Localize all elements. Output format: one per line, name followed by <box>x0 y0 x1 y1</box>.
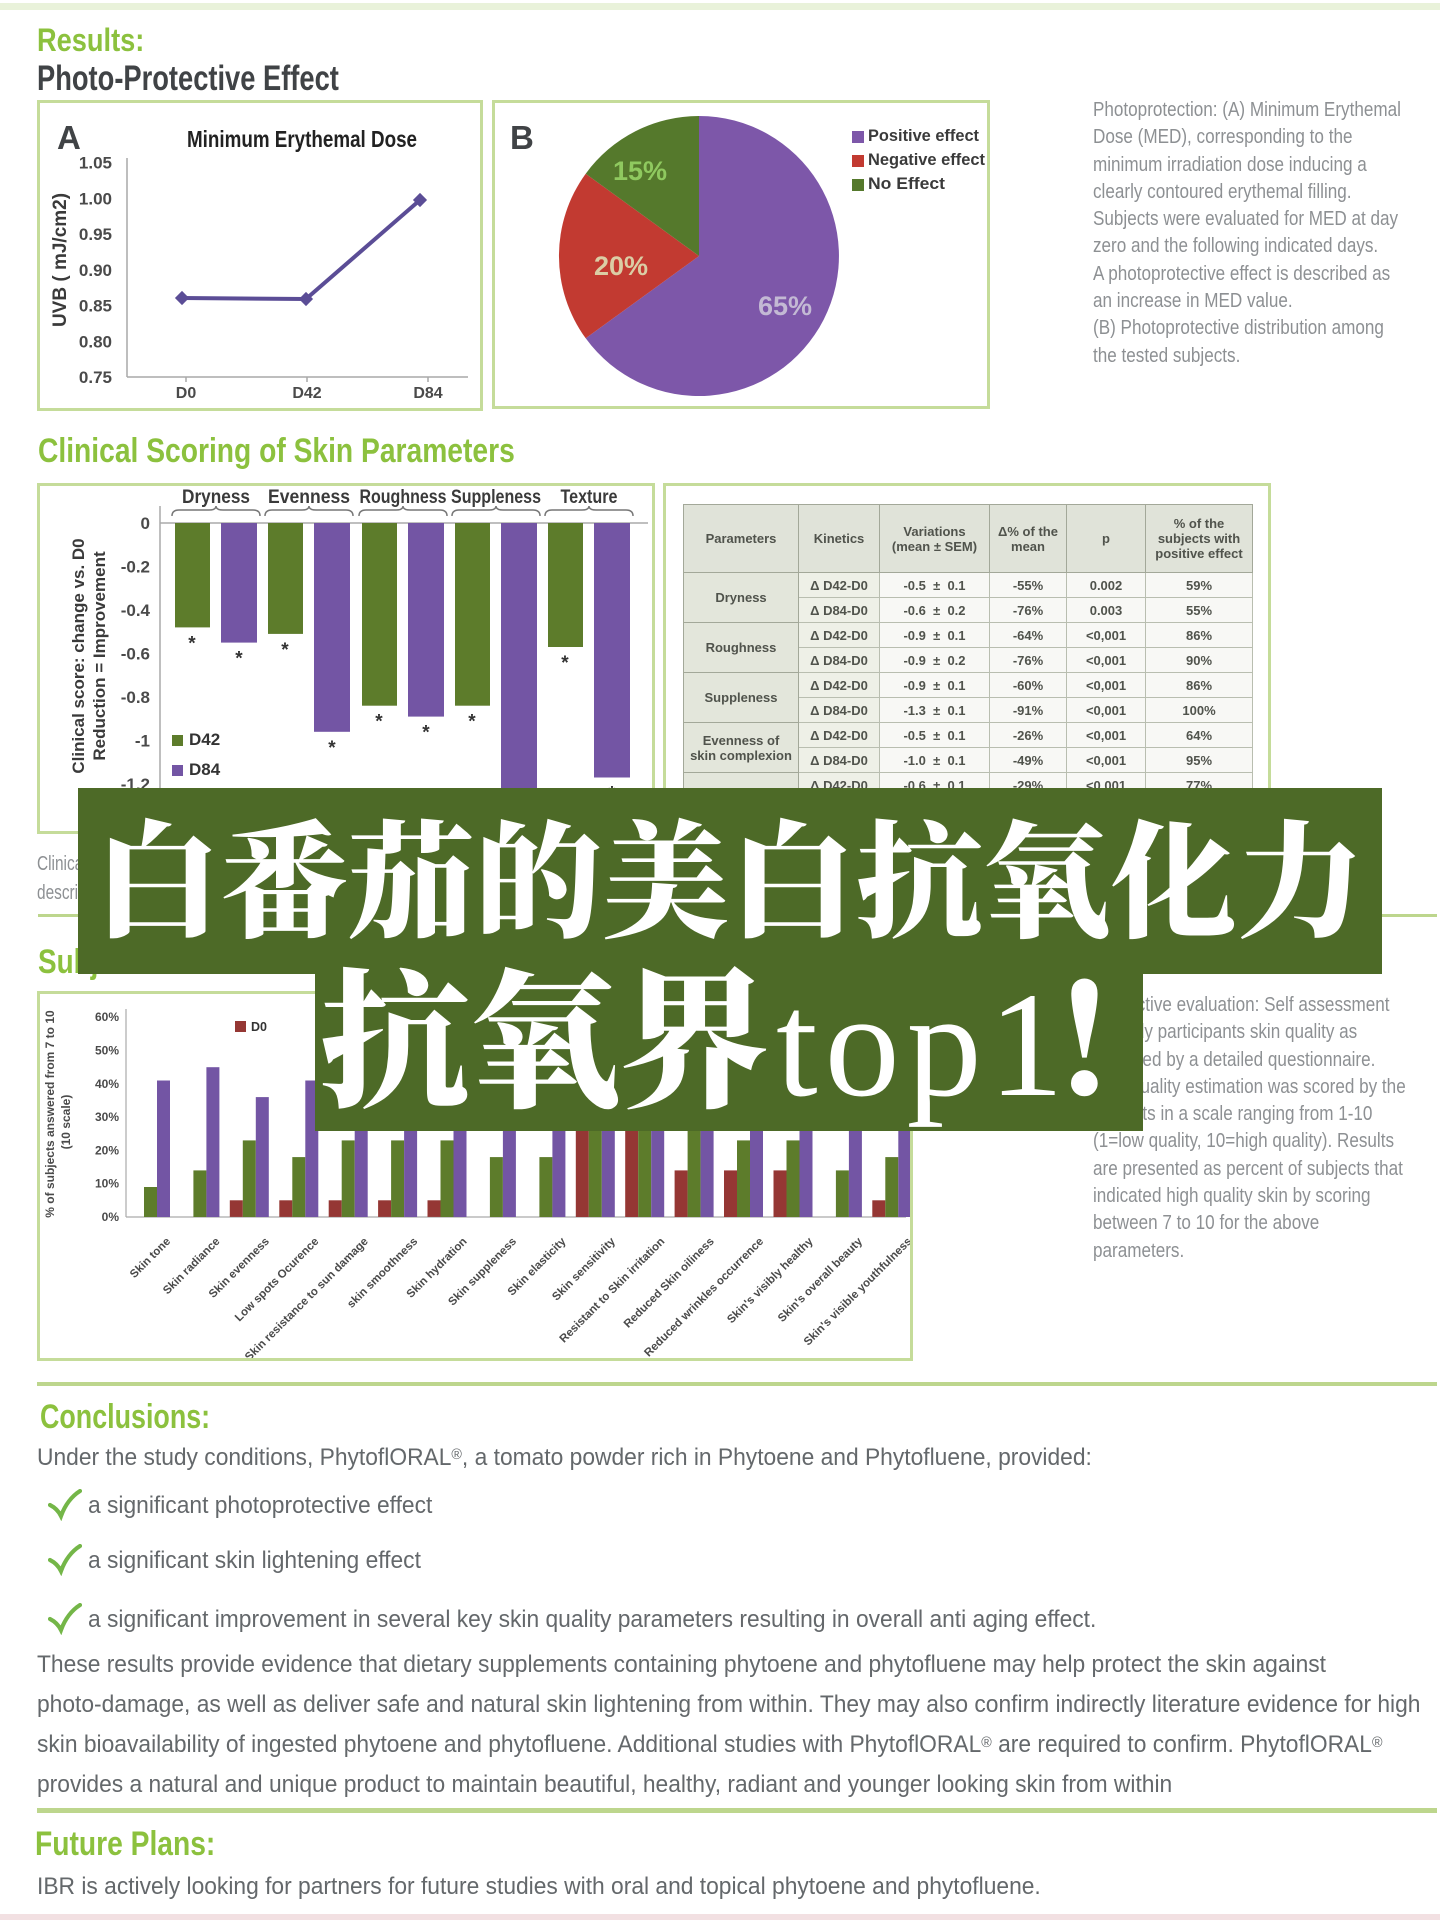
svg-text:Roughness: Roughness <box>360 487 447 508</box>
svg-text:65%: 65% <box>758 291 812 321</box>
svg-text:40%: 40% <box>95 1077 119 1091</box>
svg-text:0.80: 0.80 <box>79 332 112 351</box>
svg-text:D0: D0 <box>251 1020 267 1034</box>
svg-text:Texture: Texture <box>561 487 618 508</box>
svg-text:*: * <box>422 723 430 744</box>
svg-text:No Effect: No Effect <box>868 174 945 193</box>
svg-text:top1: top1 <box>776 962 1071 1128</box>
svg-text:-0.4: -0.4 <box>121 601 151 620</box>
svg-text:0.75: 0.75 <box>79 368 112 387</box>
svg-text:Minimum Erythemal Dose: Minimum Erythemal Dose <box>187 126 417 152</box>
svg-text:1.00: 1.00 <box>79 189 112 208</box>
svg-text:Evenness: Evenness <box>268 487 350 508</box>
svg-text:(10 scale): (10 scale) <box>59 1095 73 1150</box>
svg-text:% of subjects answered from 7: % of subjects answered from 7 to 10 <box>43 1010 57 1218</box>
svg-text:Clinical score: change vs. D0: Clinical score: change vs. D0 <box>69 538 88 773</box>
svg-text:*: * <box>188 633 196 654</box>
svg-text:15%: 15% <box>613 156 667 186</box>
svg-text:Negative effect: Negative effect <box>868 150 985 169</box>
svg-text:-0.8: -0.8 <box>121 688 150 707</box>
svg-text:*: * <box>375 712 383 733</box>
svg-text:-1: -1 <box>135 732 150 751</box>
svg-text:Positive effect: Positive effect <box>868 126 979 145</box>
svg-text:*: * <box>561 653 569 674</box>
svg-text:Reduction = Improvement: Reduction = Improvement <box>90 551 109 761</box>
svg-text:0.85: 0.85 <box>79 297 112 316</box>
svg-text:*: * <box>281 640 289 661</box>
svg-text:*: * <box>235 649 243 670</box>
svg-text:30%: 30% <box>95 1110 119 1124</box>
svg-text:60%: 60% <box>95 1010 119 1024</box>
svg-text:-0.6: -0.6 <box>121 645 150 664</box>
svg-text:0: 0 <box>141 514 150 533</box>
svg-text:A: A <box>57 119 81 156</box>
svg-text:*: * <box>468 712 476 733</box>
svg-text:1.05: 1.05 <box>79 154 112 173</box>
svg-text:D42: D42 <box>292 385 321 402</box>
svg-text:0%: 0% <box>102 1210 120 1224</box>
svg-text:D42: D42 <box>189 730 220 749</box>
svg-text:D0: D0 <box>176 385 197 402</box>
svg-text:0.95: 0.95 <box>79 225 112 244</box>
svg-text:10%: 10% <box>95 1177 119 1191</box>
svg-text:20%: 20% <box>95 1143 119 1157</box>
svg-text:50%: 50% <box>95 1044 119 1058</box>
svg-text:D84: D84 <box>413 385 442 402</box>
svg-text:-0.2: -0.2 <box>121 558 150 577</box>
svg-text:B: B <box>510 119 534 156</box>
svg-text:Dryness: Dryness <box>182 487 250 508</box>
svg-text:0.90: 0.90 <box>79 261 112 280</box>
svg-text:20%: 20% <box>594 251 648 281</box>
svg-text:*: * <box>328 738 336 759</box>
svg-text:UVB ( mJ/cm2): UVB ( mJ/cm2) <box>50 193 71 327</box>
svg-text:Suppleness: Suppleness <box>451 487 541 508</box>
svg-text:D84: D84 <box>189 760 221 779</box>
